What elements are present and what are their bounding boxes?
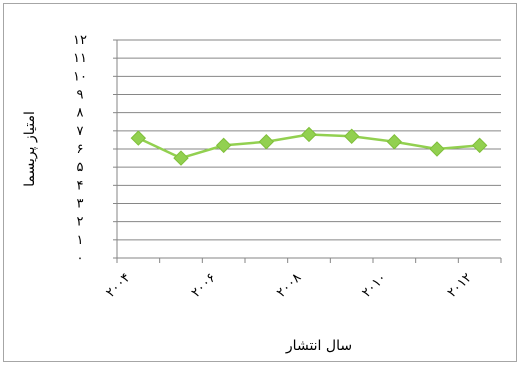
y-tick-label: ۴ xyxy=(77,178,84,193)
data-point-marker xyxy=(429,141,445,157)
y-tick-label: ۱۲ xyxy=(73,33,87,48)
data-point-marker xyxy=(215,137,232,154)
y-tick-label: ۵ xyxy=(77,160,84,175)
gridlines xyxy=(117,39,501,241)
y-tick-label: ۲ xyxy=(77,215,84,230)
y-tick-label: ۶ xyxy=(77,142,84,157)
y-tick-label: ۹ xyxy=(77,88,84,103)
x-tick-label: ۲۰۰۴ xyxy=(103,270,133,300)
data-point-marker xyxy=(301,126,317,143)
x-axis-title: سال انتشار xyxy=(285,338,352,354)
data-point-marker xyxy=(173,150,189,166)
data-point-marker xyxy=(258,134,275,150)
chart-frame: ۰ ۱ ۲ ۳ ۴ ۵ ۶ ۷ ۸ ۹ ۱۰ ۱۱ ۱۲ ۲۰۰۴ ۲۰۰۶ ۲۰۰۸ ۲۰۱۰ ۲۰۱۲ سال… xyxy=(3,3,517,362)
y-tick-label: ۱ xyxy=(77,233,84,248)
y-tick-label: ۳ xyxy=(77,197,84,212)
y-tick-label: ۱۰ xyxy=(73,69,87,84)
data-point-marker xyxy=(471,137,488,154)
x-tick-label: ۲۰۱۲ xyxy=(445,270,475,300)
series-layer xyxy=(130,126,488,166)
data-point-marker xyxy=(386,134,403,150)
data-point-marker xyxy=(130,130,147,146)
y-tick-label: ۸ xyxy=(77,106,84,121)
y-tick-label: ۷ xyxy=(77,124,84,139)
axes xyxy=(113,39,502,263)
y-tick-label: ۱۱ xyxy=(73,51,87,66)
x-tick-label: ۲۰۰۸ xyxy=(274,270,304,300)
x-tick-label: ۲۰۱۰ xyxy=(359,270,389,300)
y-axis-title: امتیاز پریسما xyxy=(22,111,38,187)
data-point-marker xyxy=(343,128,360,144)
y-tick-label: ۰ xyxy=(77,251,84,266)
x-tick-label: ۲۰۰۶ xyxy=(189,270,219,300)
